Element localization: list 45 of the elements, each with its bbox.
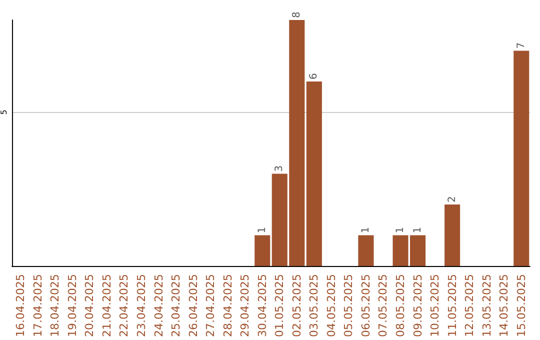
x-tick-label: 01.05.2025 bbox=[273, 274, 286, 338]
data-label: 7 bbox=[516, 42, 527, 49]
x-tick-label: 24.04.2025 bbox=[152, 274, 166, 338]
x-tick-label: 12.05.2025 bbox=[463, 274, 476, 338]
x-tick-label: 25.04.2025 bbox=[170, 274, 183, 338]
data-label: 1 bbox=[360, 226, 372, 234]
x-tick-label: 30.04.2025 bbox=[256, 274, 269, 338]
x-tick-label: 23.04.2025 bbox=[135, 274, 148, 338]
data-label: 1 bbox=[412, 226, 424, 234]
x-tick-label: 18.04.2025 bbox=[48, 274, 62, 338]
y-tick-label: 5 bbox=[0, 110, 8, 115]
x-tick-label: 08.05.2025 bbox=[394, 274, 407, 338]
x-tick-label: 22.04.2025 bbox=[118, 274, 131, 338]
x-tick-label: 14.05.2025 bbox=[498, 274, 511, 338]
data-label: 1 bbox=[395, 226, 406, 234]
bar bbox=[254, 235, 270, 266]
x-tick-label: 27.04.2025 bbox=[204, 274, 218, 338]
x-tick-label: 19.04.2025 bbox=[66, 274, 79, 338]
x-tick-label: 15.05.2025 bbox=[514, 274, 528, 338]
bar bbox=[514, 50, 530, 266]
x-tick-label: 21.04.2025 bbox=[100, 274, 114, 338]
x-tick-label: 03.05.2025 bbox=[308, 274, 321, 338]
x-tick-label: 10.05.2025 bbox=[428, 274, 442, 338]
data-label: 1 bbox=[256, 226, 268, 234]
x-tick-label: 20.04.2025 bbox=[83, 274, 96, 338]
data-label: 8 bbox=[291, 12, 302, 18]
x-tick-label: 02.05.2025 bbox=[290, 274, 304, 338]
x-tick-label: 06.05.2025 bbox=[359, 274, 372, 338]
data-label: 6 bbox=[308, 73, 320, 80]
bar bbox=[444, 204, 460, 266]
x-tick-label: 29.04.2025 bbox=[238, 274, 252, 338]
x-tick-label: 11.05.2025 bbox=[446, 274, 459, 338]
x-tick-label: 26.04.2025 bbox=[186, 274, 200, 338]
x-tick-label: 05.05.2025 bbox=[342, 274, 356, 338]
x-tick-label: 07.05.2025 bbox=[376, 274, 390, 338]
bar bbox=[358, 235, 374, 266]
data-label: 3 bbox=[274, 165, 286, 172]
x-tick-label: 04.05.2025 bbox=[324, 274, 338, 338]
x-tick-label: 16.04.2025 bbox=[14, 274, 28, 338]
x-tick-label: 17.04.2025 bbox=[31, 274, 44, 338]
bar bbox=[306, 82, 322, 266]
x-tick-label: 09.05.2025 bbox=[411, 274, 424, 338]
data-label: 2 bbox=[446, 196, 458, 203]
x-tick-label: 28.04.2025 bbox=[221, 274, 234, 338]
x-tick-label: 13.05.2025 bbox=[480, 274, 494, 338]
